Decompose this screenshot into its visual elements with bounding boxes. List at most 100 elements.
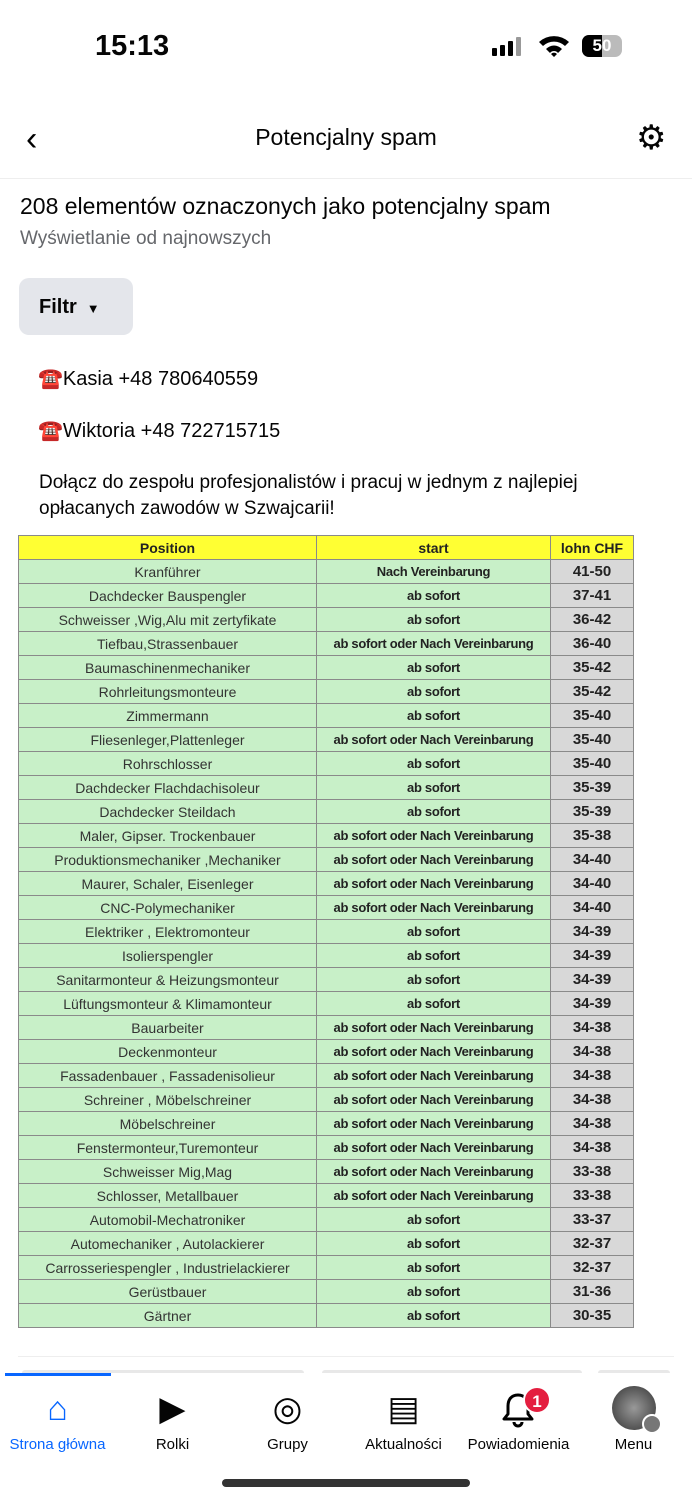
job-table-image: Position start lohn CHF Kranführer Nach V… (18, 535, 634, 1328)
position-cell: Maler, Gipser. Trockenbauer (18, 823, 317, 848)
spam-count: 208 elementów oznaczonych jako potencjal… (20, 193, 551, 219)
avatar (611, 1386, 662, 1434)
wage-cell: 35-38 (550, 823, 634, 848)
position-cell: Fliesenleger,Plattenleger (18, 727, 317, 752)
start-cell: ab sofort oder Nach Vereinbarung (316, 895, 551, 920)
sort-info: Wyświetlanie od najnowszych (20, 228, 272, 249)
home-icon: ⌂ (47, 1390, 68, 1428)
wage-cell: 35-40 (550, 751, 634, 776)
column-header: start (316, 535, 551, 560)
start-cell: ab sofort (316, 1279, 551, 1304)
wage-cell: 35-40 (550, 703, 634, 728)
tab-home[interactable]: ⌂ Strona główna (0, 1388, 115, 1453)
position-cell: Tiefbau,Strassenbauer (18, 631, 317, 656)
wage-cell: 33-38 (550, 1183, 634, 1208)
position-cell: Dachdecker Bauspengler (18, 583, 317, 608)
table-row: Fliesenleger,Plattenleger ab sofort oder … (18, 727, 634, 752)
wage-cell: 34-38 (550, 1039, 634, 1064)
wage-cell: 36-42 (550, 607, 634, 632)
tab-notifications[interactable]: 1 Powiadomienia (461, 1386, 576, 1453)
position-cell: Isolierspengler (18, 943, 317, 968)
position-cell: Dachdecker Steildach (18, 799, 317, 824)
wage-cell: 36-40 (550, 631, 634, 656)
table-row: Schlosser, Metallbauer ab sofort oder Nac… (18, 1183, 634, 1208)
wage-cell: 35-39 (550, 775, 634, 800)
start-cell: ab sofort (316, 1231, 551, 1256)
start-cell: ab sofort (316, 799, 551, 824)
table-row: Bauarbeiter ab sofort oder Nach Vereinbar… (18, 1015, 634, 1040)
start-cell: ab sofort (316, 583, 551, 608)
notification-badge: 1 (523, 1386, 551, 1414)
table-row: Lüftungsmonteur & Klimamonteur ab sofort 3… (18, 991, 634, 1016)
position-cell: Bauarbeiter (18, 1015, 317, 1040)
table-row: Automechaniker , Autolackierer ab sofort 3… (18, 1231, 634, 1256)
position-cell: Schweisser ,Wig,Alu mit zertyfikate (18, 607, 317, 632)
battery-icon: 50 (582, 35, 622, 57)
wage-cell: 34-40 (550, 847, 634, 872)
table-row: Schweisser Mig,Mag ab sofort oder Nach Ve… (18, 1159, 634, 1184)
back-arrow-icon[interactable]: ‹ (26, 120, 38, 158)
table-row: Schweisser ,Wig,Alu mit zertyfikate ab so… (18, 607, 634, 632)
divider (0, 178, 692, 179)
wage-cell: 34-38 (550, 1135, 634, 1160)
wage-cell: 34-39 (550, 967, 634, 992)
start-cell: ab sofort oder Nach Vereinbarung (316, 1039, 551, 1064)
start-cell: ab sofort (316, 607, 551, 632)
position-cell: Baumaschinenmechaniker (18, 655, 317, 680)
start-cell: ab sofort oder Nach Vereinbarung (316, 1015, 551, 1040)
start-cell: Nach Vereinbarung (316, 559, 551, 584)
start-cell: ab sofort (316, 1255, 551, 1280)
wage-cell: 31-36 (550, 1279, 634, 1304)
position-cell: Elektriker , Elektromonteur (18, 919, 317, 944)
start-cell: ab sofort (316, 751, 551, 776)
wage-cell: 34-38 (550, 1087, 634, 1112)
wage-cell: 34-39 (550, 943, 634, 968)
table-row: Gärtner ab sofort 30-35 (18, 1303, 634, 1328)
post-contact: ☎️Wiktoria +48 722715715 (38, 420, 281, 442)
start-cell: ab sofort oder Nach Vereinbarung (316, 1135, 551, 1160)
start-cell: ab sofort oder Nach Vereinbarung (316, 631, 551, 656)
table-row: Dachdecker Steildach ab sofort 35-39 (18, 799, 634, 824)
wage-cell: 30-35 (550, 1303, 634, 1328)
wage-cell: 34-38 (550, 1063, 634, 1088)
gear-icon[interactable]: ⚙︎ (636, 119, 667, 157)
post-contact: ☎️Kasia +48 780640559 (38, 368, 259, 390)
tab-menu[interactable]: Menu (576, 1386, 691, 1453)
start-cell: ab sofort oder Nach Vereinbarung (316, 823, 551, 848)
column-header: lohn CHF (550, 535, 634, 560)
start-cell: ab sofort oder Nach Vereinbarung (316, 1111, 551, 1136)
wage-cell: 35-39 (550, 799, 634, 824)
position-cell: Fassadenbauer , Fassadenisolieur (18, 1063, 317, 1088)
wage-cell: 32-37 (550, 1231, 634, 1256)
wage-cell: 35-42 (550, 679, 634, 704)
table-row: Rohrschlosser ab sofort 35-40 (18, 751, 634, 776)
tab-groups[interactable]: ◎ Grupy (230, 1388, 345, 1453)
column-header: Position (18, 535, 317, 560)
table-row: Maler, Gipser. Trockenbauer ab sofort ode… (18, 823, 634, 848)
tab-reels[interactable]: ▶︎ Rolki (115, 1388, 230, 1453)
table-row: Sanitarmonteur & Heizungsmonteur ab sofor… (18, 967, 634, 992)
start-cell: ab sofort (316, 679, 551, 704)
start-cell: ab sofort (316, 1207, 551, 1232)
wage-cell: 35-42 (550, 655, 634, 680)
position-cell: CNC-Polymechaniker (18, 895, 317, 920)
menu-icon (641, 1414, 662, 1434)
table-row: Fassadenbauer , Fassadenisolieur ab sofor… (18, 1063, 634, 1088)
table-row: Deckenmonteur ab sofort oder Nach Vereinb… (18, 1039, 634, 1064)
position-cell: Sanitarmonteur & Heizungsmonteur (18, 967, 317, 992)
start-cell: ab sofort oder Nach Vereinbarung (316, 727, 551, 752)
position-cell: Produktionsmechaniker ,Mechaniker (18, 847, 317, 872)
divider (18, 1356, 674, 1357)
position-cell: Schlosser, Metallbauer (18, 1183, 317, 1208)
start-cell: ab sofort oder Nach Vereinbarung (316, 1087, 551, 1112)
table-row: Dachdecker Bauspengler ab sofort 37-41 (18, 583, 634, 608)
table-row: Maurer, Schaler, Eisenleger ab sofort ode… (18, 871, 634, 896)
table-row: Baumaschinenmechaniker ab sofort 35-42 (18, 655, 634, 680)
feeds-icon: ▤ (387, 1390, 420, 1428)
wifi-icon (539, 36, 569, 57)
position-cell: Rohrleitungsmonteure (18, 679, 317, 704)
start-cell: ab sofort oder Nach Vereinbarung (316, 847, 551, 872)
filter-button[interactable]: Filtr ▼ (19, 278, 133, 335)
tab-feeds[interactable]: ▤ Aktualności (346, 1388, 461, 1453)
table-row: Möbelschreiner ab sofort oder Nach Verein… (18, 1111, 634, 1136)
